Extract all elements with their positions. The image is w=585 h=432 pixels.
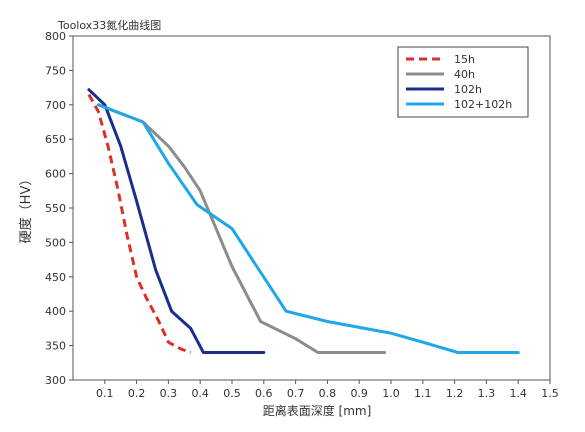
x-tick-label: 0.7 [287, 387, 305, 400]
x-tick-label: 1.5 [541, 387, 559, 400]
y-tick-label: 650 [45, 133, 66, 146]
y-tick-label: 600 [45, 168, 66, 181]
y-tick-label: 800 [45, 30, 66, 43]
x-tick-label: 0.2 [128, 387, 146, 400]
y-axis: 300 350 400 450 500 550 600 650 700 750 800 [45, 30, 73, 387]
series-line-40h [96, 103, 387, 354]
legend-label: 40h [454, 68, 475, 81]
x-tick-label: 1.3 [478, 387, 496, 400]
y-tick-label: 450 [45, 271, 66, 284]
y-tick-label: 750 [45, 64, 66, 77]
x-tick-label: 1.4 [509, 387, 527, 400]
series-layer [87, 88, 520, 354]
x-axis: 0.1 0.2 0.3 0.4 0.5 0.6 0.7 0.8 0.9 1.0 1.1 1.2 1.3 1… [96, 380, 559, 400]
y-tick-label: 500 [45, 236, 66, 249]
x-tick-label: 0.4 [191, 387, 209, 400]
x-tick-label: 0.9 [350, 387, 368, 400]
x-tick-label: 1.2 [446, 387, 464, 400]
x-tick-label: 0.8 [319, 387, 337, 400]
x-axis-label: 距离表面深度 [mm] [263, 403, 372, 418]
y-tick-label: 700 [45, 99, 66, 112]
legend-label: 102h [454, 83, 482, 96]
x-tick-label: 0.6 [255, 387, 273, 400]
x-tick-label: 1.0 [382, 387, 400, 400]
y-tick-label: 350 [45, 340, 66, 353]
series-line-102h [87, 88, 266, 354]
x-tick-label: 0.1 [96, 387, 114, 400]
series-line-102-102h [96, 103, 520, 354]
x-tick-label: 0.5 [223, 387, 241, 400]
x-tick-label: 1.1 [414, 387, 432, 400]
legend-label: 15h [454, 53, 475, 66]
chart-title: Toolox33氮化曲线图 [57, 18, 161, 32]
legend: 15h 40h 102h 102+102h [397, 46, 529, 118]
y-axis-label: 硬度（HV） [18, 173, 34, 244]
y-tick-label: 400 [45, 305, 66, 318]
legend-label: 102+102h [454, 98, 512, 111]
y-tick-label: 550 [45, 202, 66, 215]
x-tick-label: 0.3 [160, 387, 178, 400]
y-tick-label: 300 [45, 374, 66, 387]
series-line-15h [87, 93, 192, 354]
